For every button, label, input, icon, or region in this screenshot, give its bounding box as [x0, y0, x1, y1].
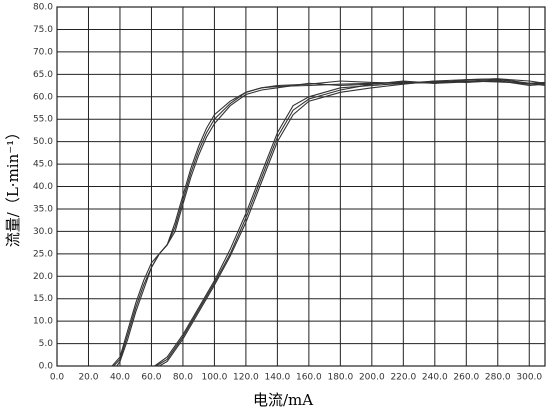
x-tick-label: 160.0 — [296, 373, 322, 383]
line — [159, 80, 546, 367]
y-tick-label: 65.0 — [33, 70, 53, 80]
y-tick-label: 20.0 — [33, 272, 53, 282]
y-tick-label: 40.0 — [33, 182, 53, 192]
line — [155, 78, 546, 367]
x-tick-label: 280.0 — [485, 373, 511, 383]
y-tick-label: 15.0 — [33, 294, 53, 304]
x-tick-label: 120.0 — [233, 373, 259, 383]
x-tick-label: 0.0 — [50, 373, 65, 383]
y-tick-label: 80.0 — [33, 3, 53, 13]
y-tick-label: 60.0 — [33, 92, 53, 102]
x-tick-label: 100.0 — [202, 373, 228, 383]
x-tick-label: 80.0 — [173, 373, 193, 383]
y-tick-label: 45.0 — [33, 160, 53, 170]
y-tick-label: 70.0 — [33, 47, 53, 57]
x-tick-label: 200.0 — [359, 373, 385, 383]
x-tick-label: 260.0 — [453, 373, 479, 383]
y-tick-label: 35.0 — [33, 204, 53, 214]
line — [154, 79, 546, 367]
x-tick-label: 240.0 — [422, 373, 448, 383]
y-axis-title: 流量/（L·min⁻¹） — [4, 125, 22, 247]
y-tick-label: 55.0 — [33, 115, 53, 125]
y-tick-label: 5.0 — [39, 339, 54, 349]
y-tick-label: 0.0 — [39, 362, 54, 372]
y-tick-label: 50.0 — [33, 137, 53, 147]
x-tick-label: 140.0 — [265, 373, 291, 383]
x-tick-label: 180.0 — [327, 373, 353, 383]
x-tick-label: 60.0 — [141, 373, 161, 383]
x-tick-label: 40.0 — [110, 373, 130, 383]
x-tick-label: 300.0 — [516, 373, 542, 383]
x-tick-label: 20.0 — [78, 373, 98, 383]
y-tick-label: 30.0 — [33, 227, 53, 237]
x-axis-title: 电流/mA — [253, 391, 313, 409]
y-tick-label: 10.0 — [33, 317, 53, 327]
x-tick-label: 220.0 — [390, 373, 416, 383]
y-tick-label: 25.0 — [33, 249, 53, 259]
y-tick-label: 75.0 — [33, 25, 53, 35]
